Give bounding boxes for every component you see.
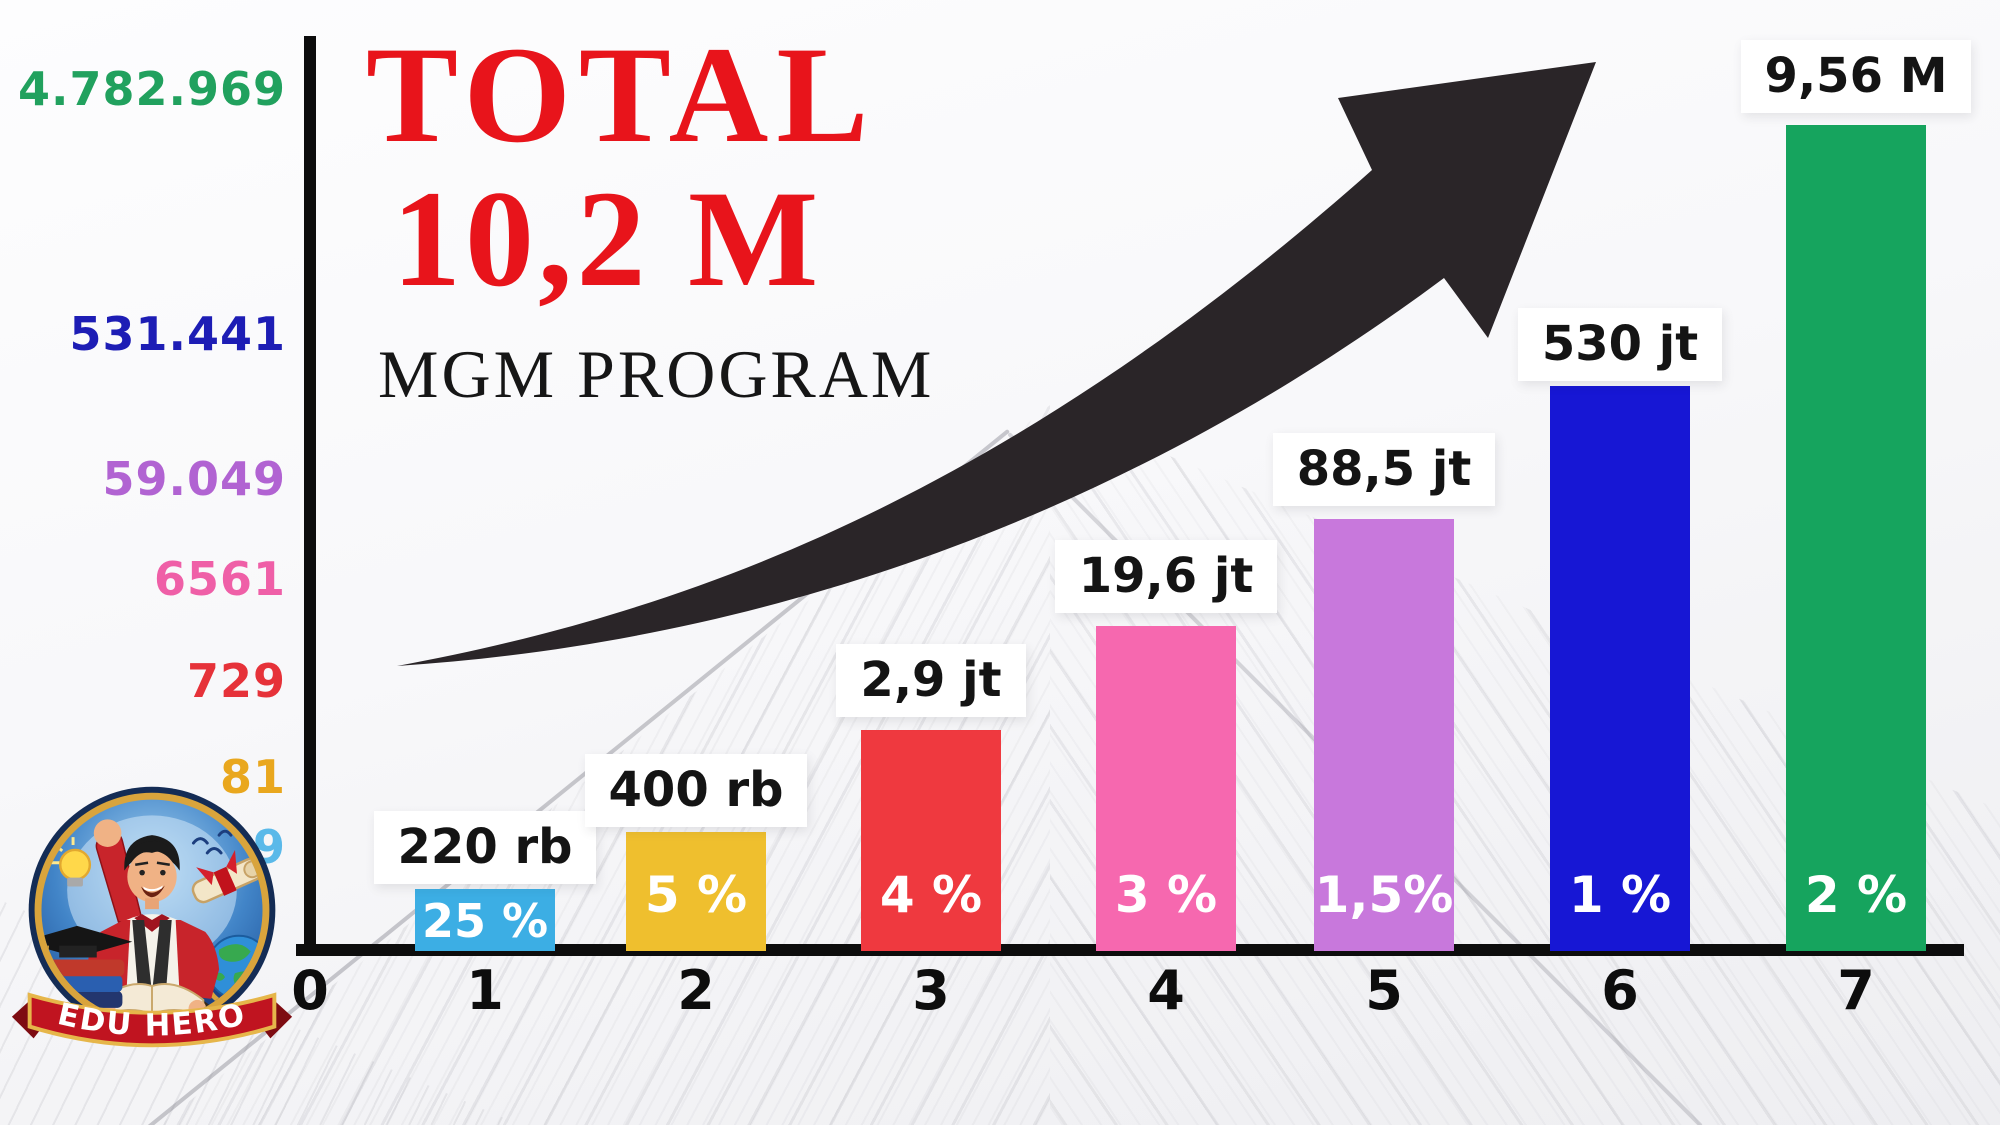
y-label-59049: 59.049 xyxy=(102,452,286,506)
bar-5 xyxy=(1314,519,1454,951)
chart-total-value: 10,2 M xyxy=(392,162,823,315)
bar-4-value: 19,6 jt xyxy=(1054,540,1278,614)
birds-icon xyxy=(191,829,233,855)
bar-6-value: 530 jt xyxy=(1517,308,1723,382)
bar-5-value-box: 88,5 jt xyxy=(1214,433,1554,507)
bar-7-value: 9,56 M xyxy=(1740,40,1972,114)
x-tick-5: 5 xyxy=(1365,959,1403,1022)
bar-7-value-box: 9,56 M xyxy=(1686,40,2000,114)
growth-arrow-shape xyxy=(397,62,1596,666)
bar-1-value: 220 rb xyxy=(373,811,597,885)
edu-hero-logo: EDU HERO xyxy=(4,770,300,1070)
x-tick-1: 1 xyxy=(466,959,504,1022)
bar-5-value: 88,5 jt xyxy=(1272,433,1496,507)
chart-subtitle: MGM PROGRAM xyxy=(378,336,935,412)
bar-3-value: 2,9 jt xyxy=(836,644,1026,718)
x-tick-7: 7 xyxy=(1837,959,1875,1022)
bar-7 xyxy=(1786,125,1926,951)
y-label-531441: 531.441 xyxy=(69,307,286,361)
bar-4-percent: 3 % xyxy=(1114,866,1218,924)
y-label-4782969: 4.782.969 xyxy=(18,62,286,116)
x-tick-6: 6 xyxy=(1601,959,1639,1022)
bar-2-percent: 5 % xyxy=(644,866,748,924)
x-tick-4: 4 xyxy=(1147,959,1185,1022)
bar-1 xyxy=(415,889,555,951)
chart-title: TOTAL xyxy=(366,18,877,171)
bar-7-percent: 2 % xyxy=(1804,866,1908,924)
bar-2-value: 400 rb xyxy=(584,754,808,828)
lightbulb-icon xyxy=(51,837,92,887)
bar-2-value-box: 400 rb xyxy=(526,754,866,828)
bar-1-value-box: 220 rb xyxy=(315,811,655,885)
x-tick-3: 3 xyxy=(912,959,950,1022)
bar-6-percent: 1 % xyxy=(1568,866,1672,924)
x-tick-0: 0 xyxy=(291,959,329,1022)
bar-3-value-box: 2,9 jt xyxy=(761,644,1101,718)
bar-2 xyxy=(626,832,766,951)
y-label-6561: 6561 xyxy=(153,552,286,606)
bar-3-percent: 4 % xyxy=(879,866,983,924)
bar-3 xyxy=(861,730,1001,951)
x-tick-2: 2 xyxy=(677,959,715,1022)
bar-4-value-box: 19,6 jt xyxy=(996,540,1336,614)
y-label-729: 729 xyxy=(186,654,286,708)
bar-6-value-box: 530 jt xyxy=(1450,308,1790,382)
y-label-81: 81 xyxy=(219,750,286,804)
bar-5-percent: 1,5% xyxy=(1314,866,1454,924)
bar-1-percent: 25 % xyxy=(421,894,549,948)
y-axis-line xyxy=(304,36,316,952)
logo-banner: EDU HERO xyxy=(11,992,293,1048)
bar-4 xyxy=(1096,626,1236,951)
bar-6 xyxy=(1550,386,1690,951)
